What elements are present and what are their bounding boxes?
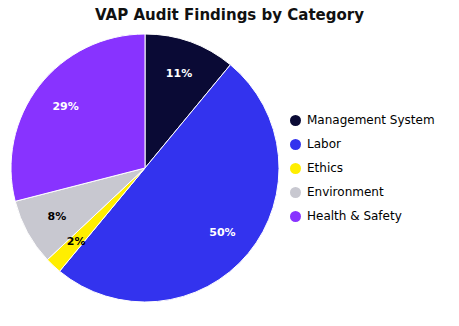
html-text:Health & Safety: Health & Safety xyxy=(307,209,402,223)
svg-text:29%: 29% xyxy=(52,100,78,113)
html-text:VAP Audit Findings by Category: VAP Audit Findings by Category xyxy=(95,6,364,24)
html-text:Labor: Labor xyxy=(307,137,341,151)
svg-text:11%: 11% xyxy=(166,67,192,80)
html-text:Management System: Management System xyxy=(307,113,435,127)
html-text:Ethics: Ethics xyxy=(307,161,344,175)
svg-text:8%: 8% xyxy=(48,210,67,223)
html-text:Environment: Environment xyxy=(307,185,384,199)
svg-text:50%: 50% xyxy=(209,226,235,239)
svg-text:2%: 2% xyxy=(67,235,86,248)
